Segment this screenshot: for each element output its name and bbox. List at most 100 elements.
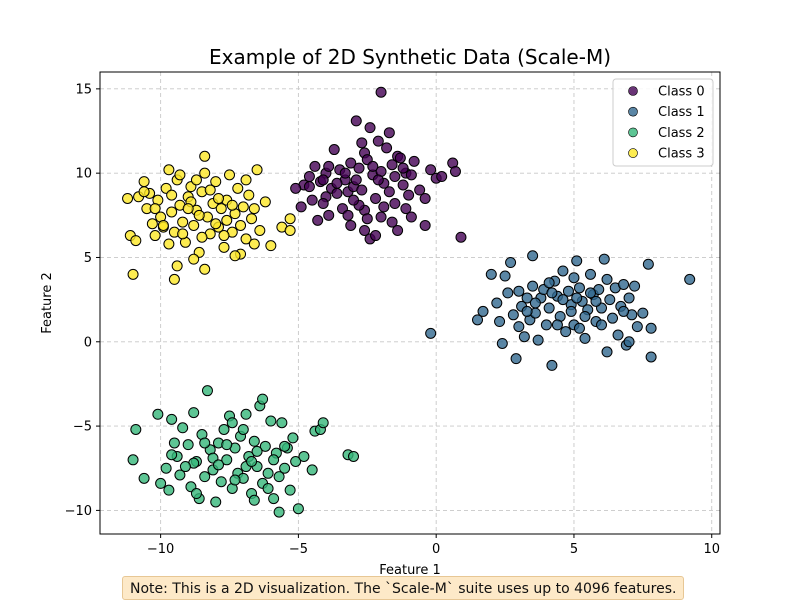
data-point-class-1 xyxy=(521,305,533,317)
data-point-class-0 xyxy=(425,164,437,176)
data-point-class-2 xyxy=(199,437,211,449)
data-point-class-1 xyxy=(637,307,649,319)
data-point-class-1 xyxy=(557,294,569,306)
data-point-class-0 xyxy=(381,142,393,154)
data-point-class-0 xyxy=(350,174,362,186)
data-point-class-3 xyxy=(130,235,142,247)
data-point-class-0 xyxy=(323,160,335,172)
data-point-class-1 xyxy=(571,255,583,267)
data-point-class-3 xyxy=(218,230,230,242)
data-point-class-1 xyxy=(527,280,539,292)
data-point-class-0 xyxy=(348,194,360,206)
data-point-class-3 xyxy=(212,192,224,204)
data-point-class-3 xyxy=(188,219,200,231)
data-point-class-0 xyxy=(408,155,420,167)
data-point-class-3 xyxy=(163,164,175,176)
data-point-class-3 xyxy=(127,268,139,280)
data-point-class-0 xyxy=(370,192,382,204)
data-point-class-2 xyxy=(166,449,178,461)
legend-marker-class-0 xyxy=(628,86,638,96)
data-point-class-0 xyxy=(331,177,343,189)
data-point-class-2 xyxy=(166,413,178,425)
data-point-class-0 xyxy=(372,135,384,147)
data-point-class-2 xyxy=(174,469,186,481)
data-point-class-0 xyxy=(389,198,401,210)
data-point-class-3 xyxy=(166,189,178,201)
data-point-class-0 xyxy=(378,201,390,213)
data-point-class-3 xyxy=(232,182,244,194)
data-point-class-2 xyxy=(246,455,258,467)
data-point-class-0 xyxy=(345,219,357,231)
data-point-class-2 xyxy=(237,423,249,435)
data-point-class-0 xyxy=(345,157,357,169)
y-tick-label: 0 xyxy=(84,335,92,350)
data-point-class-0 xyxy=(361,213,373,225)
data-point-class-0 xyxy=(290,182,302,194)
data-point-class-0 xyxy=(303,181,315,193)
data-point-class-0 xyxy=(359,224,371,236)
data-point-class-0 xyxy=(370,230,382,242)
data-point-class-2 xyxy=(259,440,271,452)
data-point-class-2 xyxy=(215,476,227,488)
data-point-class-1 xyxy=(472,314,484,326)
chart-title: Example of 2D Synthetic Data (Scale-M) xyxy=(209,45,611,69)
x-tick-label: 10 xyxy=(703,542,720,557)
axis-ticks: −10 −5 0 5 10 −10 −5 0 5 10 15 xyxy=(65,82,720,557)
data-point-class-1 xyxy=(513,321,525,333)
data-point-class-1 xyxy=(499,270,511,282)
note-box: Note: This is a 2D visualization. The `S… xyxy=(122,576,685,600)
data-point-class-0 xyxy=(350,115,362,127)
y-tick-label: 15 xyxy=(75,82,92,97)
data-point-class-3 xyxy=(235,219,247,231)
data-point-class-3 xyxy=(246,213,258,225)
legend-label-class-0: Class 0 xyxy=(658,85,705,100)
data-point-class-2 xyxy=(177,422,189,434)
data-point-class-3 xyxy=(199,167,211,179)
data-point-class-3 xyxy=(229,250,241,262)
data-point-class-1 xyxy=(584,287,596,299)
data-point-class-1 xyxy=(631,321,643,333)
data-point-class-0 xyxy=(389,171,401,183)
data-point-class-1 xyxy=(612,329,624,341)
data-point-class-2 xyxy=(262,482,274,494)
data-point-class-0 xyxy=(375,211,387,223)
legend-marker-class-2 xyxy=(628,127,638,138)
data-point-class-1 xyxy=(568,272,580,284)
y-tick-label: 10 xyxy=(75,167,92,182)
data-point-class-0 xyxy=(323,209,335,221)
data-point-class-2 xyxy=(182,439,194,451)
data-point-class-2 xyxy=(268,493,280,505)
data-point-class-3 xyxy=(284,224,296,236)
data-point-class-2 xyxy=(279,462,291,474)
data-point-class-1 xyxy=(623,336,635,348)
data-point-class-3 xyxy=(204,184,216,196)
data-point-class-3 xyxy=(149,203,161,215)
data-point-class-1 xyxy=(496,337,508,349)
data-point-class-3 xyxy=(254,224,266,236)
data-point-class-3 xyxy=(259,196,271,208)
data-point-class-2 xyxy=(221,454,233,466)
data-point-class-1 xyxy=(491,297,503,309)
data-point-class-3 xyxy=(138,176,150,188)
data-point-class-0 xyxy=(353,162,365,174)
y-tick-label: 5 xyxy=(84,251,92,266)
data-point-class-1 xyxy=(507,309,519,321)
data-point-class-0 xyxy=(403,189,415,201)
data-point-class-2 xyxy=(138,472,150,484)
data-point-class-1 xyxy=(571,292,583,304)
data-point-class-2 xyxy=(163,484,175,496)
data-point-class-1 xyxy=(642,258,654,270)
data-point-class-3 xyxy=(226,199,238,211)
data-point-class-1 xyxy=(562,285,574,297)
data-point-class-1 xyxy=(573,282,585,294)
data-point-class-3 xyxy=(221,214,233,226)
data-point-class-2 xyxy=(240,408,252,420)
data-point-class-2 xyxy=(130,423,142,435)
data-point-class-0 xyxy=(317,198,329,210)
data-point-class-1 xyxy=(502,287,514,299)
legend-label-class-2: Class 2 xyxy=(658,126,705,141)
data-point-class-2 xyxy=(226,417,238,429)
data-point-class-2 xyxy=(160,462,172,474)
data-point-class-3 xyxy=(265,240,277,252)
